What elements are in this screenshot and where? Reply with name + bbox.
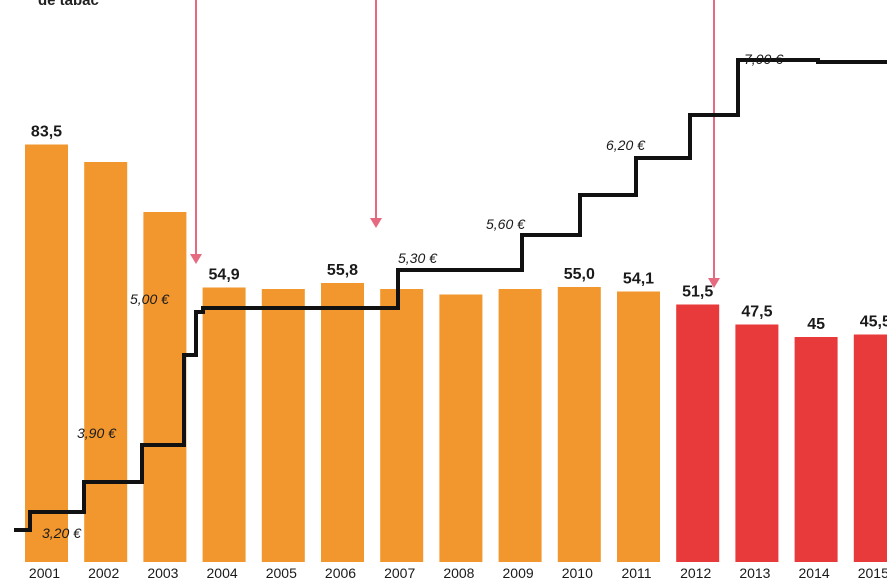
bar-value-2015: 45,5	[860, 314, 887, 331]
arrow-head-2007	[370, 218, 382, 228]
arrow-head-2004	[190, 254, 202, 264]
bar-value-2001: 83,5	[31, 124, 62, 141]
bar-value-2014: 45	[807, 316, 825, 333]
year-labels: 2001 2002 2003 2004 2005 2006 2007 2008 2009 2010…	[29, 565, 887, 581]
price-label-0: 3,20 €	[42, 525, 82, 541]
bar-2004	[202, 287, 246, 562]
bars	[25, 144, 887, 562]
bar-2001	[25, 144, 68, 562]
price-label-1: 3,90 €	[77, 425, 117, 441]
year-label-2008: 2008	[443, 565, 474, 581]
bar-value-2013: 47,5	[741, 304, 772, 321]
bar-2006	[321, 283, 364, 562]
bar-2007	[380, 289, 424, 562]
year-label-2012: 2012	[680, 565, 711, 581]
price-labels: 3,20 € 3,90 € 5,00 € 5,30 € 5,60 € 6,20 € 7,00…	[42, 51, 784, 541]
bar-2010	[557, 287, 601, 562]
bar-values: 83,5 54,9 55,8 55,0 54,1 51,5 47,5 45 45,5	[31, 124, 887, 334]
bar-2003	[143, 212, 187, 562]
price-label-5: 6,20 €	[606, 137, 646, 153]
bar-2005	[261, 289, 305, 562]
bar-2015	[853, 334, 887, 562]
price-label-3: 5,30 €	[398, 250, 438, 266]
bar-2002	[84, 162, 128, 562]
bar-2008	[439, 294, 483, 562]
year-label-2007: 2007	[384, 565, 415, 581]
year-label-2011: 2011	[621, 565, 651, 581]
year-label-2010: 2010	[562, 565, 593, 581]
arrow-head-2012	[708, 278, 720, 288]
price-line	[14, 58, 887, 532]
year-label-2006: 2006	[325, 565, 356, 581]
bar-value-2010: 55,0	[564, 266, 595, 283]
price-label-4: 5,60 €	[486, 216, 526, 232]
year-label-2003: 2003	[147, 565, 178, 581]
year-label-2001: 2001	[29, 565, 60, 581]
price-label-2: 5,00 €	[130, 291, 170, 307]
year-label-2009: 2009	[503, 565, 534, 581]
bar-value-2004: 54,9	[209, 267, 240, 284]
year-label-2015: 2015	[858, 565, 887, 581]
bar-2012	[676, 304, 720, 562]
bar-2013	[735, 324, 779, 562]
year-label-2014: 2014	[799, 565, 830, 581]
year-label-2005: 2005	[266, 565, 297, 581]
bar-2009	[498, 289, 542, 562]
bar-value-2006: 55,8	[327, 262, 358, 279]
bar-2011	[617, 291, 660, 562]
arrows	[190, 0, 720, 288]
bar-2014	[794, 337, 838, 562]
top-label: de tabac	[38, 0, 99, 9]
price-label-6: 7,00 €	[744, 51, 784, 67]
price-step-line	[14, 58, 887, 532]
bar-value-2011: 54,1	[623, 271, 654, 288]
year-label-2004: 2004	[207, 565, 238, 581]
bar-value-2012: 51,5	[682, 284, 713, 301]
year-label-2002: 2002	[88, 565, 119, 581]
year-label-2013: 2013	[739, 565, 770, 581]
